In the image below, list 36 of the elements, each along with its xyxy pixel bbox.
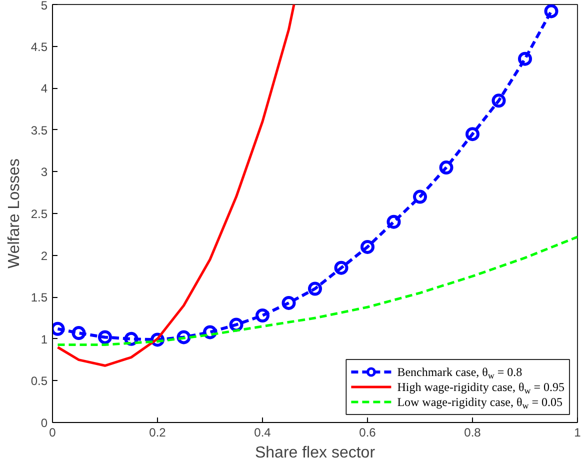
y-tick-label: 3.5	[30, 123, 48, 138]
point	[518, 52, 532, 66]
line-series	[56, 4, 296, 367]
x-tick-label: 0.8	[464, 426, 482, 440]
x-tick-label: 0.4	[254, 426, 272, 440]
y-tick-label: 1.5	[30, 290, 48, 305]
y-tick-label: 0.5	[30, 374, 48, 388]
point	[413, 190, 427, 204]
y-tick-label: 4.5	[30, 40, 48, 54]
y-tick-label: 3	[40, 165, 48, 180]
point	[492, 94, 506, 108]
y-axis-title: Welfare Losses	[6, 158, 23, 268]
point	[98, 330, 112, 344]
y-tick-label: 1	[40, 332, 48, 346]
point	[72, 326, 86, 340]
point	[256, 308, 270, 322]
y-tick-label: 0	[40, 416, 48, 430]
point	[544, 4, 558, 18]
x-tick-label: 0.2	[149, 426, 166, 440]
point	[466, 127, 480, 142]
y-tick-label: 2	[40, 248, 48, 263]
y-tick-label: 4	[40, 82, 48, 96]
y-tick-label: 5	[40, 0, 48, 12]
x-tick-label: 0	[49, 426, 56, 440]
point	[360, 240, 374, 254]
point	[308, 282, 322, 296]
y-tick-label: 2.5	[30, 207, 48, 221]
point	[282, 296, 296, 310]
x-axis-title: Share flex sector	[254, 444, 376, 462]
point	[176, 330, 191, 344]
x-tick-label: 0.6	[359, 426, 376, 440]
point	[334, 260, 348, 275]
point	[439, 160, 454, 175]
line-series	[56, 236, 578, 346]
x-tick-label: 1	[574, 426, 582, 440]
point	[386, 214, 401, 229]
